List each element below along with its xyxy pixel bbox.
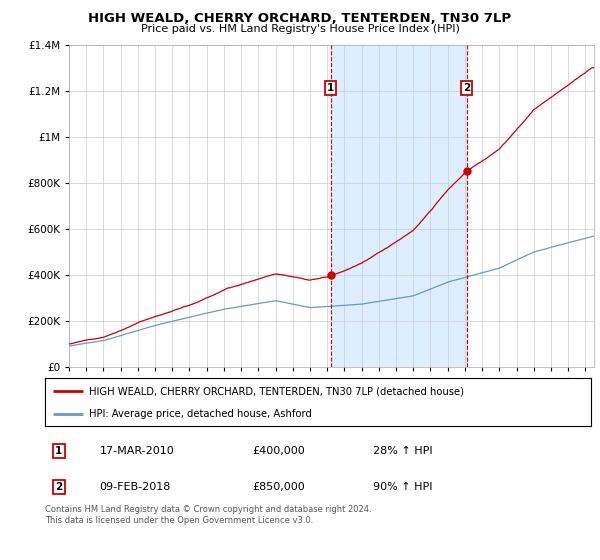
Text: 1: 1: [55, 446, 62, 456]
Text: 1: 1: [327, 83, 334, 94]
Text: 17-MAR-2010: 17-MAR-2010: [100, 446, 175, 456]
Text: HPI: Average price, detached house, Ashford: HPI: Average price, detached house, Ashf…: [89, 409, 311, 419]
Text: Contains HM Land Registry data © Crown copyright and database right 2024.
This d: Contains HM Land Registry data © Crown c…: [45, 505, 371, 525]
Text: HIGH WEALD, CHERRY ORCHARD, TENTERDEN, TN30 7LP (detached house): HIGH WEALD, CHERRY ORCHARD, TENTERDEN, T…: [89, 386, 464, 396]
Text: 2: 2: [463, 83, 470, 94]
Text: 2: 2: [55, 482, 62, 492]
Text: £850,000: £850,000: [253, 482, 305, 492]
Bar: [331, 45, 467, 367]
Text: 90% ↑ HPI: 90% ↑ HPI: [373, 482, 432, 492]
Text: £400,000: £400,000: [253, 446, 305, 456]
Text: HIGH WEALD, CHERRY ORCHARD, TENTERDEN, TN30 7LP: HIGH WEALD, CHERRY ORCHARD, TENTERDEN, T…: [88, 12, 512, 25]
Text: 28% ↑ HPI: 28% ↑ HPI: [373, 446, 432, 456]
Text: 09-FEB-2018: 09-FEB-2018: [100, 482, 171, 492]
Text: Price paid vs. HM Land Registry's House Price Index (HPI): Price paid vs. HM Land Registry's House …: [140, 24, 460, 34]
